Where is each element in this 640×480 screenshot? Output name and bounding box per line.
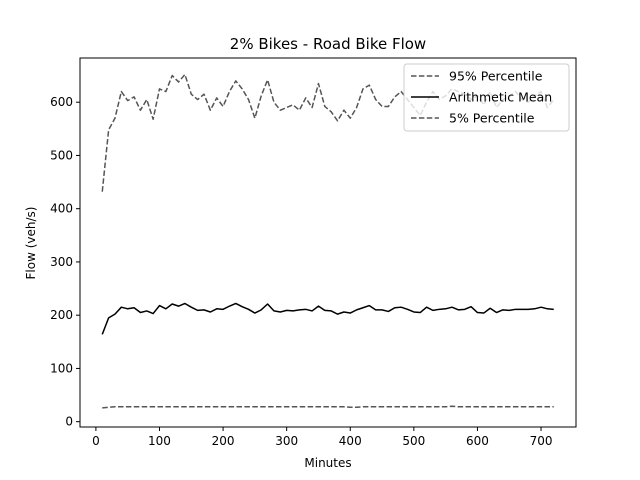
plot-frame <box>79 57 577 428</box>
x-tick-label: 200 <box>212 434 235 448</box>
x-tick-label: 100 <box>148 434 171 448</box>
series-layer <box>101 73 555 409</box>
series-line-5-percentile <box>102 405 554 409</box>
legend-frame <box>403 63 570 132</box>
y-tick-label: 600 <box>50 95 73 109</box>
x-axis-label: Minutes <box>304 456 351 470</box>
x-tick-label: 0 <box>92 434 100 448</box>
series-line-95-percentile <box>101 73 555 192</box>
legend-label-95-percentile: 95% Percentile <box>449 69 543 84</box>
x-tick-label: 500 <box>402 434 425 448</box>
x-tick-label: 700 <box>530 434 553 448</box>
y-tick-label: 500 <box>50 148 73 162</box>
x-tick-label: 300 <box>275 434 298 448</box>
y-tick-label: 100 <box>50 361 73 375</box>
x-axis: 0 100 200 300 400 500 600 700 <box>92 427 552 448</box>
series-line-arithmetic-mean <box>101 302 554 335</box>
y-tick-label: 0 <box>65 415 73 429</box>
chart-title: 2% Bikes - Road Bike Flow <box>230 35 426 53</box>
y-tick-label: 400 <box>50 202 73 216</box>
y-axis-label: Flow (veh/s) <box>24 207 38 280</box>
x-tick-label: 400 <box>339 434 362 448</box>
legend-label-arithmetic-mean: Arithmetic Mean <box>449 90 552 105</box>
x-tick-label: 600 <box>466 434 489 448</box>
y-axis: 0 100 200 300 400 500 600 <box>50 95 80 429</box>
y-tick-label: 200 <box>50 308 73 322</box>
y-tick-label: 300 <box>50 255 73 269</box>
legend-label-5-percentile: 5% Percentile <box>449 111 535 126</box>
legend: 95% Percentile Arithmetic Mean 5% Percen… <box>403 63 570 132</box>
